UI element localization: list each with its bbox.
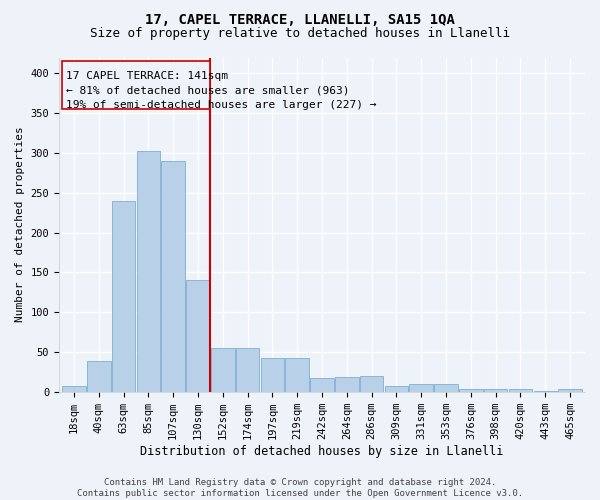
Bar: [509, 390, 532, 392]
Bar: [484, 388, 508, 392]
X-axis label: Distribution of detached houses by size in Llanelli: Distribution of detached houses by size …: [140, 444, 504, 458]
Bar: [459, 388, 482, 392]
Text: Size of property relative to detached houses in Llanelli: Size of property relative to detached ho…: [90, 28, 510, 40]
Bar: [360, 376, 383, 392]
Text: 19% of semi-detached houses are larger (227) →: 19% of semi-detached houses are larger (…: [66, 100, 376, 110]
Bar: [137, 150, 160, 392]
Bar: [310, 378, 334, 392]
Bar: [385, 386, 408, 392]
Bar: [62, 386, 86, 392]
FancyBboxPatch shape: [62, 62, 211, 109]
Text: 17, CAPEL TERRACE, LLANELLI, SA15 1QA: 17, CAPEL TERRACE, LLANELLI, SA15 1QA: [145, 12, 455, 26]
Bar: [260, 358, 284, 392]
Bar: [559, 388, 582, 392]
Bar: [335, 376, 359, 392]
Bar: [161, 161, 185, 392]
Bar: [112, 200, 136, 392]
Bar: [87, 362, 110, 392]
Text: 17 CAPEL TERRACE: 141sqm: 17 CAPEL TERRACE: 141sqm: [66, 71, 228, 81]
Bar: [186, 280, 210, 392]
Bar: [211, 348, 235, 392]
Bar: [286, 358, 309, 392]
Bar: [409, 384, 433, 392]
Bar: [533, 391, 557, 392]
Text: Contains HM Land Registry data © Crown copyright and database right 2024.
Contai: Contains HM Land Registry data © Crown c…: [77, 478, 523, 498]
Bar: [434, 384, 458, 392]
Bar: [236, 348, 259, 392]
Y-axis label: Number of detached properties: Number of detached properties: [15, 126, 25, 322]
Text: ← 81% of detached houses are smaller (963): ← 81% of detached houses are smaller (96…: [66, 86, 349, 96]
